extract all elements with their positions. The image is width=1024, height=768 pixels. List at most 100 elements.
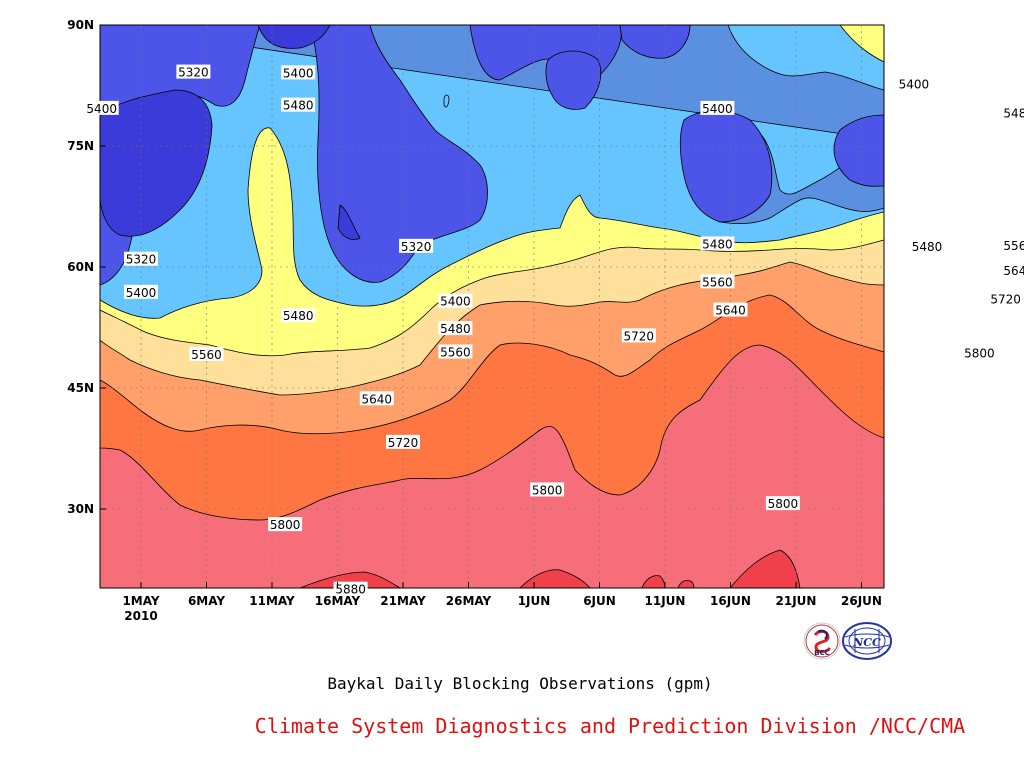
- contour-label: 5400: [700, 100, 735, 116]
- x-tick-label: 1MAY: [122, 594, 159, 608]
- contour-label-text: 5320: [126, 253, 157, 267]
- contour-label-text: 5400: [899, 78, 930, 92]
- contour-label-text: 5720: [388, 436, 419, 450]
- contour-label-text: 5480: [702, 237, 733, 251]
- contour-label-text: 5400: [86, 102, 117, 116]
- contour-label-bg: [124, 284, 158, 299]
- contour-label: 5400: [438, 293, 473, 309]
- contour-label-text: 5720: [624, 329, 655, 343]
- contour-label-text: 5480: [440, 322, 471, 336]
- y-tick-label: 90N: [67, 18, 94, 32]
- contour-label-text: 5640: [362, 392, 393, 406]
- y-tick-label: 45N: [67, 381, 94, 395]
- y-axis: 30N 45N 60N 75N 90N: [67, 18, 106, 516]
- contour-label-bg: [988, 291, 1023, 306]
- x-tick-label: 11MAY: [249, 594, 295, 608]
- contour-label: 5320: [399, 238, 434, 254]
- contour-label-text: 5800: [270, 518, 301, 532]
- contour-label-bg: [1001, 105, 1024, 120]
- contour-label-text: 5560: [191, 348, 222, 362]
- contour-label-bg: [896, 76, 931, 91]
- svg-text:BCC: BCC: [814, 649, 830, 657]
- contour-label-text: 5480: [283, 309, 314, 323]
- x-axis: 1MAY 6MAY 11MAY 16MAY 21MAY 26MAY 1JUN 6JUN 11JU…: [122, 582, 882, 608]
- x-tick-label: 1JUN: [518, 594, 551, 608]
- contour-label-text: 5560: [702, 275, 733, 289]
- contour-label-text: 5800: [532, 483, 563, 497]
- footer-text: Climate System Diagnostics and Predictio…: [255, 714, 965, 738]
- contour-label-bg: [333, 581, 368, 596]
- contour-label-bg: [281, 65, 316, 80]
- contour-label-text: 5640: [715, 304, 746, 318]
- band-lt5320-c: [337, 204, 361, 240]
- contour-label-text: 5400: [440, 295, 471, 309]
- plot-frame: [99, 24, 885, 589]
- band-gt5880-b: [519, 569, 591, 588]
- contour-label: 5560: [1001, 238, 1024, 253]
- contour-label-bg: [438, 293, 473, 308]
- contour-label: 5480: [438, 321, 473, 336]
- contour-label: 5720: [621, 328, 656, 343]
- contour-label-bg: [124, 251, 158, 266]
- bcc-logo: BCC: [803, 622, 841, 660]
- contour-label-bg: [700, 236, 735, 251]
- x-tick-label: 16JUN: [710, 594, 751, 608]
- contour-label-text: 5720: [990, 292, 1021, 306]
- contour-label: 5480: [281, 97, 316, 113]
- band-lt5320: [100, 89, 213, 237]
- contour-label-bg: [176, 64, 211, 79]
- contour-label: 5320: [124, 251, 158, 267]
- x-tick-label: 16MAY: [315, 594, 361, 608]
- contour-label-text: 5800: [768, 497, 799, 511]
- contour-label-text: 5480: [912, 240, 943, 254]
- ncc-logo: NCC: [842, 622, 892, 660]
- chart-title: Baykal Daily Blocking Observations (gpm): [327, 674, 712, 693]
- x-tick-label: 26MAY: [446, 594, 492, 608]
- contour-label-text: 5880: [335, 583, 366, 597]
- contour-label-text: 5400: [283, 66, 314, 80]
- contour-label: 5720: [386, 434, 420, 450]
- contour-label: 5800: [530, 482, 565, 497]
- y-tick-label: 30N: [67, 502, 94, 516]
- contour-label: 5640: [1001, 263, 1024, 278]
- x-tick-label: 21MAY: [380, 594, 426, 608]
- contour-label: 5560: [189, 346, 224, 362]
- contour-label-bg: [438, 344, 473, 359]
- contour-label-text: 5480: [1003, 107, 1024, 121]
- contour-labels: 5320 5400 5400 5480 5400 5400 5480 5320 5320 5400…: [84, 64, 1024, 597]
- contour-label: 5800: [962, 345, 997, 360]
- contour-label-bg: [399, 238, 434, 253]
- contour-label-text: 5640: [1003, 264, 1024, 278]
- x-tick-label: 6JUN: [583, 594, 616, 608]
- band-5560-ne: [839, 25, 884, 63]
- contour-label: 5640: [359, 391, 394, 406]
- contour-label: 5720: [988, 291, 1023, 306]
- svg-text:NCC: NCC: [852, 636, 881, 649]
- x-tick-label: 6MAY: [188, 594, 225, 608]
- contour-label-bg: [530, 482, 565, 497]
- y-tick-label: 75N: [67, 139, 94, 153]
- contour-label-text: 5400: [126, 286, 157, 300]
- contour-label-text: 5320: [401, 240, 432, 254]
- contour-label: 5880: [333, 581, 368, 597]
- contour-label-bg: [713, 302, 748, 317]
- contour-label-bg: [84, 100, 119, 115]
- contour-label: 5800: [268, 517, 303, 532]
- contour-label-bg: [700, 274, 735, 289]
- contour-label: 5480: [910, 238, 944, 254]
- band-gt5880-a: [299, 571, 401, 588]
- contour-label: 5400: [281, 65, 316, 80]
- contour-label: 5400: [124, 284, 158, 300]
- contour-label-bg: [359, 391, 394, 406]
- contour-label-bg: [962, 345, 997, 360]
- contour-label: 5480: [1001, 105, 1024, 121]
- contour-label: 5800: [765, 496, 800, 511]
- contour-label-text: 5800: [964, 346, 995, 360]
- band-5320-e: [833, 114, 884, 187]
- contour-label: 5400: [84, 100, 119, 116]
- contour-label-bg: [281, 97, 316, 112]
- band-5480-ne: [727, 25, 884, 91]
- x-tick-label: 21JUN: [776, 594, 817, 608]
- contour-label-bg: [268, 517, 303, 532]
